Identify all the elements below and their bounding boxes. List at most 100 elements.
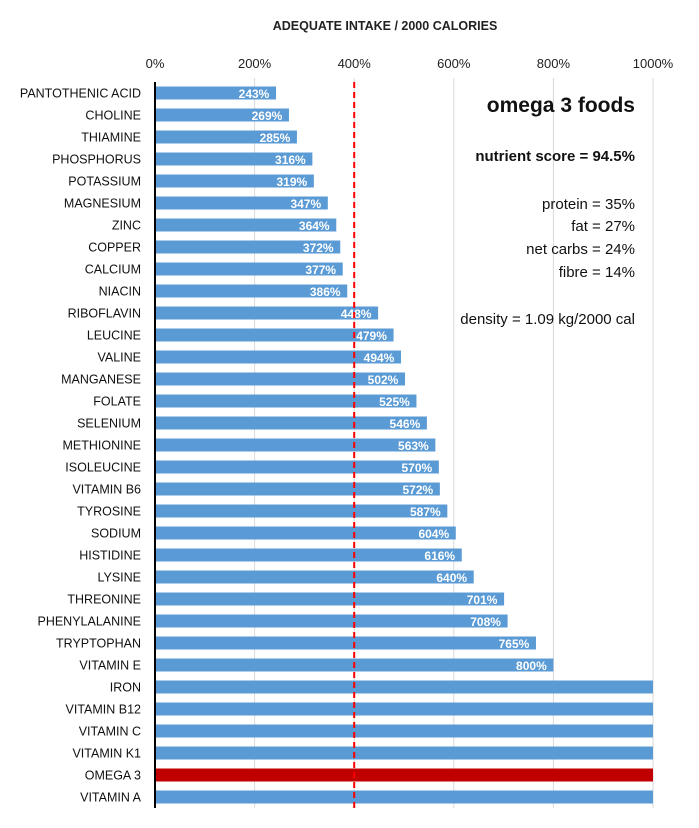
category-label: TRYPTOPHAN — [56, 637, 141, 651]
category-label: VITAMIN A — [80, 791, 142, 805]
bar — [155, 416, 427, 430]
category-label: VITAMIN E — [79, 659, 141, 673]
data-label: 243% — [239, 87, 270, 101]
data-label: 546% — [390, 417, 421, 431]
category-label: TYROSINE — [77, 505, 141, 519]
chart-title: ADEQUATE INTAKE / 2000 CALORIES — [273, 19, 498, 33]
category-label: ZINC — [112, 219, 141, 233]
bar — [155, 86, 277, 100]
category-label: NIACIN — [99, 285, 141, 299]
annotation-density: density = 1.09 kg/2000 cal — [460, 311, 635, 328]
data-label: 525% — [379, 395, 410, 409]
category-label: LEUCINE — [87, 329, 141, 343]
bar — [155, 394, 417, 408]
bar — [155, 438, 436, 452]
x-tick-label: 200% — [238, 56, 272, 71]
data-label: 316% — [275, 153, 306, 167]
data-label: 563% — [398, 439, 429, 453]
data-label: 319% — [277, 175, 308, 189]
category-label: SELENIUM — [77, 417, 141, 431]
data-label: 494% — [364, 351, 395, 365]
bar — [155, 262, 343, 276]
bar — [155, 790, 653, 804]
annotation-title: omega 3 foods — [486, 94, 635, 117]
category-label: PANTOTHENIC ACID — [20, 87, 141, 101]
data-label: 708% — [470, 615, 501, 629]
bar — [155, 570, 474, 584]
bar — [155, 724, 653, 738]
data-label: 640% — [436, 571, 467, 585]
category-label: SODIUM — [91, 527, 141, 541]
category-label: PHOSPHORUS — [52, 153, 141, 167]
data-labels: 243% 269% 285% 316% 319% 347% 364% 372% 377% 386%… — [239, 87, 547, 673]
category-label: PHENYLALANINE — [37, 615, 141, 629]
data-label: 372% — [303, 241, 334, 255]
category-label: MAGNESIUM — [64, 197, 141, 211]
x-tick-label: 1000% — [633, 56, 674, 71]
category-label: VITAMIN B12 — [66, 703, 142, 717]
data-label: 572% — [403, 483, 434, 497]
bar — [155, 592, 505, 606]
category-label: COPPER — [88, 241, 141, 255]
bar — [155, 680, 653, 694]
bar — [155, 548, 462, 562]
data-label: 587% — [410, 505, 441, 519]
data-label: 386% — [310, 285, 341, 299]
category-label: THREONINE — [67, 593, 141, 607]
annotation-fibre: fibre = 14% — [558, 264, 635, 281]
data-label: 479% — [356, 329, 387, 343]
data-label: 285% — [260, 131, 291, 145]
bar — [155, 240, 341, 254]
category-label: CALCIUM — [85, 263, 141, 277]
data-label: 347% — [290, 197, 321, 211]
bar — [155, 130, 297, 144]
data-label: 616% — [424, 549, 455, 563]
x-tick-label: 400% — [338, 56, 372, 71]
bar — [155, 196, 328, 210]
x-axis-ticks: 0% 200% 400% 600% 800% 1000% — [146, 56, 674, 71]
bar — [155, 152, 313, 166]
category-label: THIAMINE — [81, 131, 141, 145]
category-label: METHIONINE — [63, 439, 141, 453]
annotation-net-carbs: net carbs = 24% — [526, 241, 635, 258]
bar — [155, 218, 337, 232]
bars — [155, 86, 653, 804]
category-label: POTASSIUM — [68, 175, 141, 189]
category-label: HISTIDINE — [79, 549, 141, 563]
data-label: 570% — [402, 461, 433, 475]
data-label: 377% — [305, 263, 336, 277]
annotation-fat: fat = 27% — [571, 218, 635, 235]
bar — [155, 174, 314, 188]
bar — [155, 746, 653, 760]
bar — [155, 350, 402, 364]
category-label: VITAMIN C — [79, 725, 141, 739]
category-label: VITAMIN B6 — [72, 483, 141, 497]
x-tick-label: 0% — [146, 56, 165, 71]
category-label: RIBOFLAVIN — [68, 307, 141, 321]
category-label: VITAMIN K1 — [72, 747, 141, 761]
category-label: MANGANESE — [61, 373, 141, 387]
data-label: 269% — [252, 109, 283, 123]
bar — [155, 108, 289, 122]
category-label: VALINE — [97, 351, 141, 365]
annotation-protein: protein = 35% — [542, 196, 635, 213]
bar — [155, 702, 653, 716]
category-label: OMEGA 3 — [85, 769, 141, 783]
category-label: IRON — [110, 681, 141, 695]
bar — [155, 636, 536, 650]
bar — [155, 482, 440, 496]
data-label: 800% — [516, 659, 547, 673]
category-labels: PANTOTHENIC ACID CHOLINE THIAMINE PHOSPHORU… — [20, 87, 142, 805]
bar — [155, 526, 456, 540]
bar — [155, 306, 379, 320]
bar — [155, 328, 394, 342]
category-label: FOLATE — [93, 395, 141, 409]
category-label: ISOLEUCINE — [65, 461, 141, 475]
bar — [155, 504, 448, 518]
bar — [155, 372, 405, 386]
bar — [155, 614, 508, 628]
data-label: 502% — [368, 373, 399, 387]
data-label: 364% — [299, 219, 330, 233]
data-label: 701% — [467, 593, 498, 607]
